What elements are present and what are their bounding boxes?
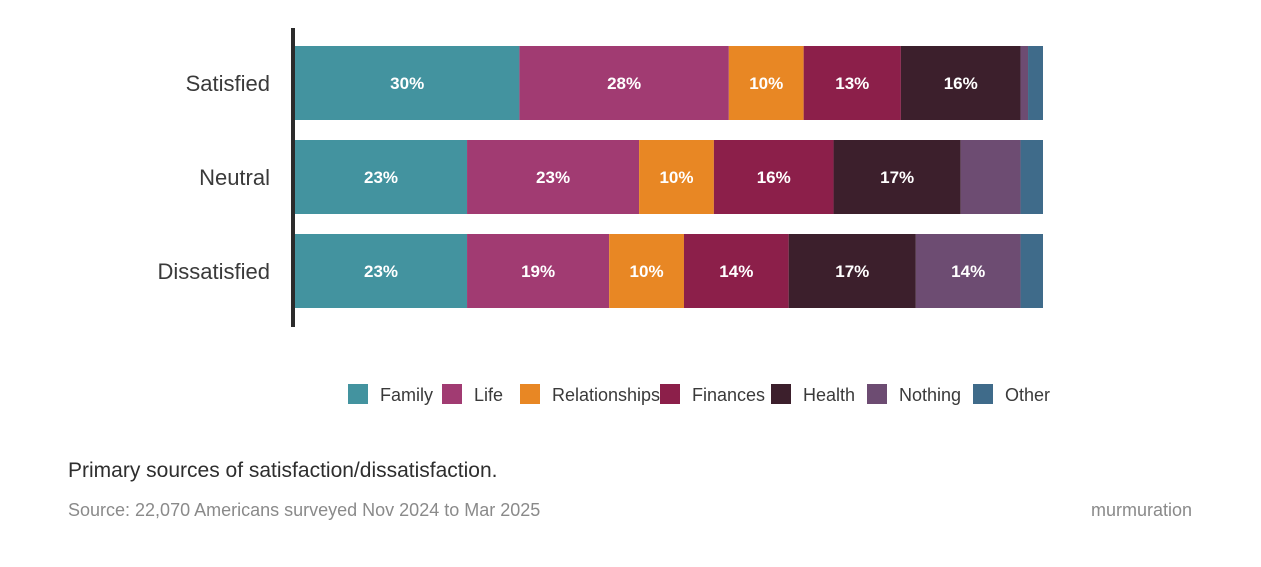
legend-item-nothing: Nothing xyxy=(867,384,961,405)
legend-label-other: Other xyxy=(1005,385,1050,405)
data-labels-layer: 30% 28% 10% 13% 16% 23% 23% 10% 16% 17% 23% 19% 10% 1… xyxy=(364,74,985,281)
data-label-satisfied-relationships: 10% xyxy=(749,74,783,93)
bar-neutral-nothing xyxy=(960,140,1021,214)
legend-label-finances: Finances xyxy=(692,385,765,405)
data-label-dissatisfied-relationships: 10% xyxy=(630,262,664,281)
category-label-dissatisfied: Dissatisfied xyxy=(158,259,270,284)
data-label-dissatisfied-family: 23% xyxy=(364,262,398,281)
legend-label-nothing: Nothing xyxy=(899,385,961,405)
legend-swatch-finances xyxy=(660,384,680,404)
bars-layer xyxy=(295,46,1043,308)
legend-swatch-relationships xyxy=(520,384,540,404)
bar-satisfied-relationships xyxy=(728,46,804,120)
category-label-satisfied: Satisfied xyxy=(186,71,270,96)
stacked-bar-chart: 30% 28% 10% 13% 16% 23% 23% 10% 16% 17% 23% 19% 10% 1… xyxy=(158,28,1050,405)
data-label-dissatisfied-health: 17% xyxy=(835,262,869,281)
legend-swatch-nothing xyxy=(867,384,887,404)
bar-dissatisfied-family xyxy=(295,234,468,308)
bar-satisfied-other xyxy=(1028,46,1043,120)
bar-neutral-life xyxy=(467,140,640,214)
legend-swatch-family xyxy=(348,384,368,404)
data-label-dissatisfied-life: 19% xyxy=(521,262,555,281)
data-label-neutral-finances: 16% xyxy=(757,168,791,187)
bar-neutral-family xyxy=(295,140,468,214)
source-note: Source: 22,070 Americans surveyed Nov 20… xyxy=(68,500,541,520)
bar-neutral-finances xyxy=(713,140,834,214)
legend-label-relationships: Relationships xyxy=(552,385,660,405)
bar-satisfied-finances xyxy=(803,46,901,120)
data-label-neutral-family: 23% xyxy=(364,168,398,187)
bar-satisfied-life xyxy=(519,46,729,120)
legend-item-finances: Finances xyxy=(660,384,765,405)
legend-label-family: Family xyxy=(380,385,433,405)
legend-label-health: Health xyxy=(803,385,855,405)
bar-dissatisfied-nothing xyxy=(915,234,1021,308)
data-label-satisfied-health: 16% xyxy=(944,74,978,93)
bar-neutral-relationships xyxy=(639,140,714,214)
bar-satisfied-family xyxy=(295,46,520,120)
bar-dissatisfied-health xyxy=(788,234,916,308)
brand-name: murmuration xyxy=(1090,500,1192,520)
bar-dissatisfied-other xyxy=(1020,234,1043,308)
data-label-neutral-life: 23% xyxy=(536,168,570,187)
bar-dissatisfied-relationships xyxy=(609,234,684,308)
category-label-neutral: Neutral xyxy=(199,165,270,190)
bar-neutral-other xyxy=(1020,140,1043,214)
bar-neutral-health xyxy=(833,140,961,214)
legend-swatch-other xyxy=(973,384,993,404)
data-label-neutral-relationships: 10% xyxy=(659,168,693,187)
data-label-dissatisfied-nothing: 14% xyxy=(951,262,985,281)
bar-satisfied-health xyxy=(900,46,1021,120)
data-label-satisfied-life: 28% xyxy=(607,74,641,93)
bar-dissatisfied-life xyxy=(467,234,610,308)
legend-item-health: Health xyxy=(771,384,855,405)
data-label-satisfied-family: 30% xyxy=(390,74,424,93)
chart-caption: Primary sources of satisfaction/dissatis… xyxy=(68,459,498,482)
bar-satisfied-nothing xyxy=(1020,46,1029,120)
legend: Family Life Relationships Finances Health Not… xyxy=(348,384,1050,405)
bar-dissatisfied-finances xyxy=(683,234,789,308)
data-label-satisfied-finances: 13% xyxy=(835,74,869,93)
legend-item-other: Other xyxy=(973,384,1050,405)
legend-item-family: Family xyxy=(348,384,433,405)
legend-swatch-health xyxy=(771,384,791,404)
legend-item-life: Life xyxy=(442,384,503,405)
data-label-dissatisfied-finances: 14% xyxy=(719,262,753,281)
data-label-neutral-health: 17% xyxy=(880,168,914,187)
category-labels-layer: Satisfied Neutral Dissatisfied xyxy=(158,71,270,284)
legend-label-life: Life xyxy=(474,385,503,405)
legend-item-relationships: Relationships xyxy=(520,384,660,405)
legend-swatch-life xyxy=(442,384,462,404)
